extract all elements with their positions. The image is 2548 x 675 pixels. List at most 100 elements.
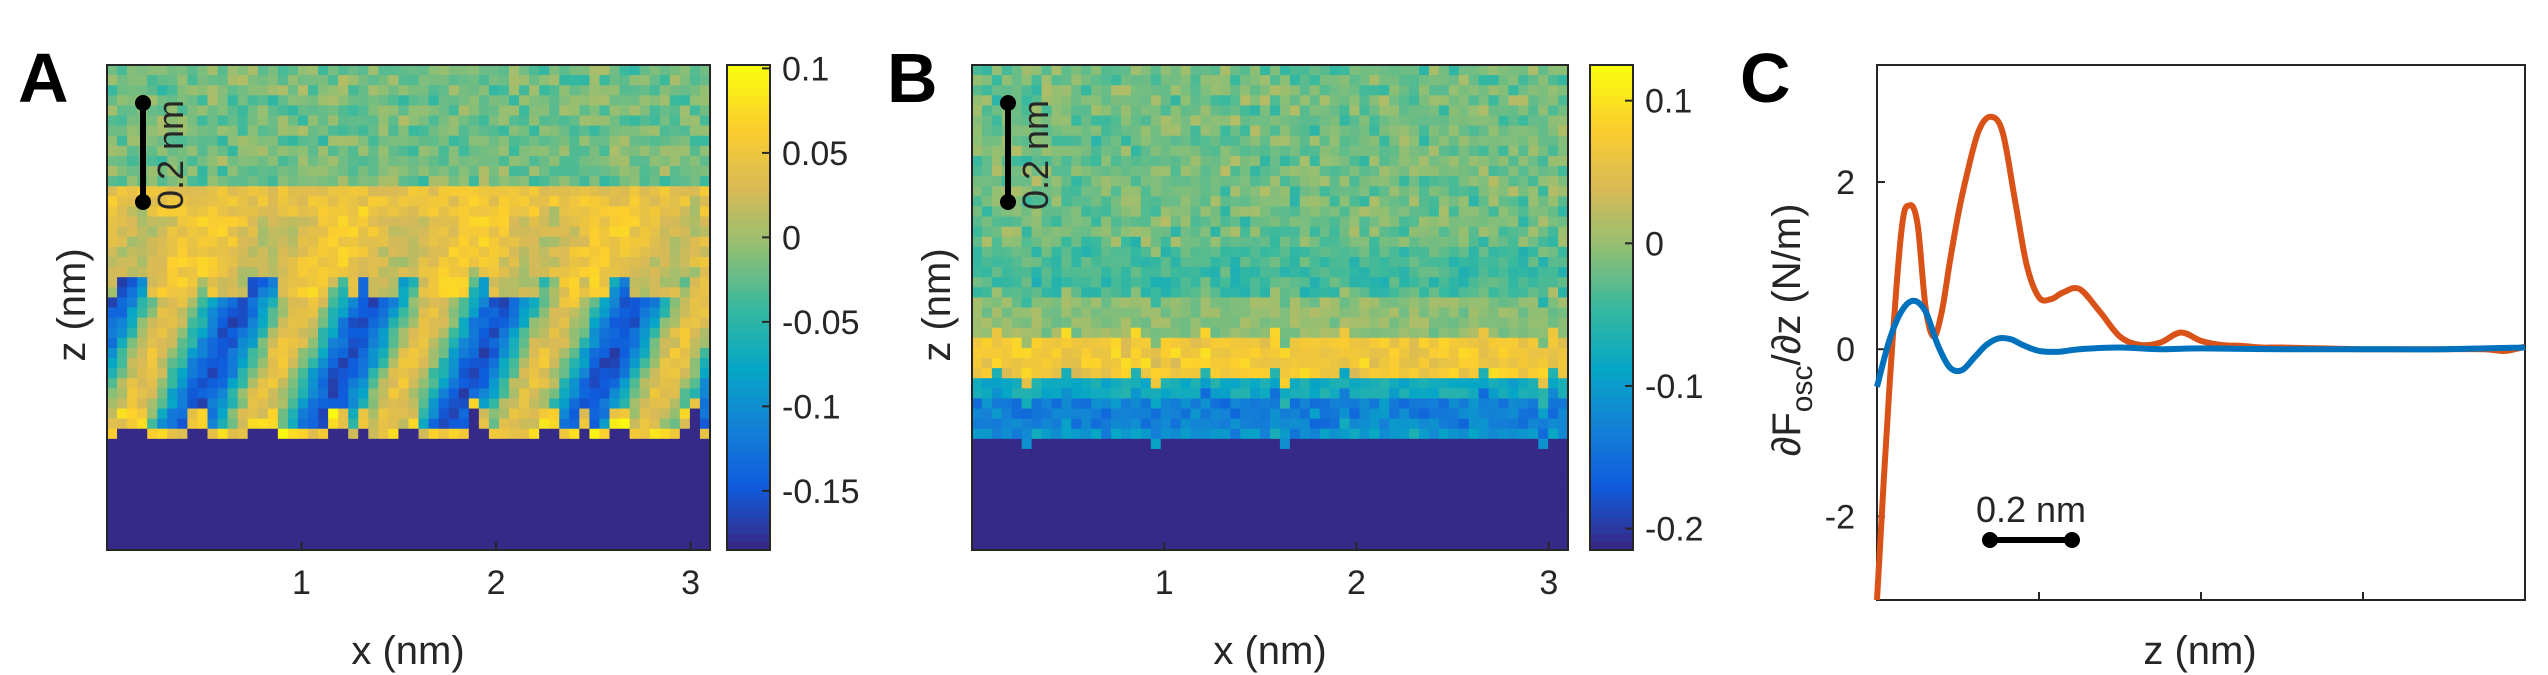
- heatmap-cell: [488, 358, 500, 369]
- heatmap-cell: [328, 226, 339, 238]
- heatmap-cell: [1329, 216, 1341, 228]
- heatmap-cell: [1180, 327, 1192, 339]
- heatmap-cell: [1369, 307, 1380, 319]
- heatmap-cell: [1528, 75, 1539, 86]
- heatmap-cell: [529, 105, 540, 117]
- heatmap-cell: [257, 206, 269, 218]
- heatmap-cell: [227, 398, 239, 410]
- heatmap-cell: [117, 418, 128, 430]
- heatmap-cell: [318, 509, 329, 521]
- heatmap-cell: [167, 216, 178, 228]
- heatmap-cell: [1240, 358, 1251, 369]
- heatmap-cell: [1210, 226, 1221, 238]
- heatmap-cell: [1180, 398, 1192, 410]
- heatmap-cell: [559, 408, 570, 420]
- heatmap-cell: [478, 85, 490, 96]
- heatmap-cell: [1200, 327, 1211, 339]
- heatmap-cell: [1438, 317, 1450, 329]
- heatmap-cell: [1289, 186, 1301, 197]
- heatmap-cell: [408, 226, 420, 238]
- heatmap-cell: [589, 85, 601, 96]
- heatmap-cell: [287, 95, 299, 107]
- heatmap-cell: [991, 378, 1003, 389]
- heatmap-cell: [1121, 347, 1132, 359]
- heatmap-cell: [348, 267, 359, 278]
- heatmap-cell: [1140, 236, 1152, 248]
- heatmap-cell: [1061, 317, 1072, 329]
- heatmap-cell: [388, 388, 400, 400]
- heatmap-cell: [1061, 65, 1072, 76]
- heatmap-cell: [1379, 105, 1390, 117]
- heatmap-cell: [418, 519, 430, 531]
- heatmap-cell: [619, 297, 631, 309]
- heatmap-cell: [1309, 347, 1321, 359]
- heatmap-cell: [1458, 226, 1470, 238]
- heatmap-cell: [498, 337, 510, 349]
- heatmap-cell: [388, 408, 400, 420]
- heatmap-cell: [1498, 287, 1509, 298]
- heatmap-cell: [448, 75, 460, 86]
- heatmap-cell: [187, 307, 199, 319]
- heatmap-cell: [207, 125, 219, 137]
- heatmap-cell: [167, 287, 178, 298]
- heatmap-cell: [1230, 196, 1241, 208]
- heatmap-cell: [308, 95, 319, 107]
- heatmap-cell: [589, 327, 601, 339]
- heatmap-cell: [569, 186, 580, 197]
- heatmap-cell: [599, 206, 611, 218]
- heatmap-cell: [277, 125, 289, 137]
- heatmap-cell: [127, 539, 138, 551]
- heatmap-cell: [418, 145, 430, 157]
- heatmap-cell: [1409, 145, 1420, 157]
- heatmap-cell: [1041, 186, 1053, 197]
- heatmap-cell: [358, 539, 369, 551]
- heatmap-cell: [529, 489, 540, 501]
- heatmap-cell: [478, 509, 490, 521]
- heatmap-cell: [237, 347, 249, 359]
- heatmap-cell: [147, 145, 158, 157]
- heatmap-cell: [428, 105, 440, 117]
- heatmap-cell: [247, 135, 259, 147]
- heatmap-cell: [277, 246, 289, 258]
- heatmap-cell: [689, 539, 701, 551]
- heatmap-cell: [1180, 226, 1192, 238]
- heatmap-cell: [358, 499, 369, 511]
- heatmap-cell: [639, 388, 651, 400]
- heatmap-cell: [519, 226, 530, 238]
- heatmap-cell: [428, 226, 440, 238]
- heatmap-cell: [297, 186, 309, 197]
- heatmap-cell: [1220, 125, 1231, 137]
- heatmap-cell: [539, 246, 550, 258]
- heatmap-cell: [247, 479, 259, 490]
- heatmap-cell: [1220, 166, 1231, 177]
- heatmap-cell: [217, 418, 229, 430]
- heatmap-cell: [257, 459, 269, 470]
- heatmap-cell: [1528, 166, 1539, 177]
- heatmap-cell: [1250, 125, 1261, 137]
- heatmap-cell: [398, 469, 410, 480]
- heatmap-cell: [237, 469, 249, 480]
- heatmap-cell: [529, 75, 540, 86]
- heatmap-cell: [277, 539, 289, 551]
- heatmap-cell: [237, 155, 249, 167]
- heatmap-cell: [629, 176, 641, 187]
- heatmap-cell: [1121, 65, 1132, 76]
- heatmap-cell: [1091, 347, 1102, 359]
- heatmap-cell: [1409, 85, 1420, 96]
- heatmap-cell: [167, 196, 178, 208]
- heatmap-cell: [1220, 267, 1231, 278]
- heatmap-cell: [478, 317, 490, 329]
- heatmap-cell: [1021, 166, 1033, 177]
- heatmap-cell: [1081, 65, 1092, 76]
- heatmap-cell: [117, 529, 128, 541]
- heatmap-cell: [1419, 166, 1430, 177]
- heatmap-cell: [1558, 115, 1569, 127]
- heatmap-cell: [629, 368, 641, 379]
- heatmap-cell: [217, 539, 229, 551]
- heatmap-cell: [157, 418, 168, 430]
- heatmap-cell: [1399, 287, 1410, 298]
- heatmap-cell: [1528, 307, 1539, 319]
- heatmap-cell: [448, 105, 460, 117]
- heatmap-cell: [388, 206, 400, 218]
- heatmap-cell: [579, 358, 590, 369]
